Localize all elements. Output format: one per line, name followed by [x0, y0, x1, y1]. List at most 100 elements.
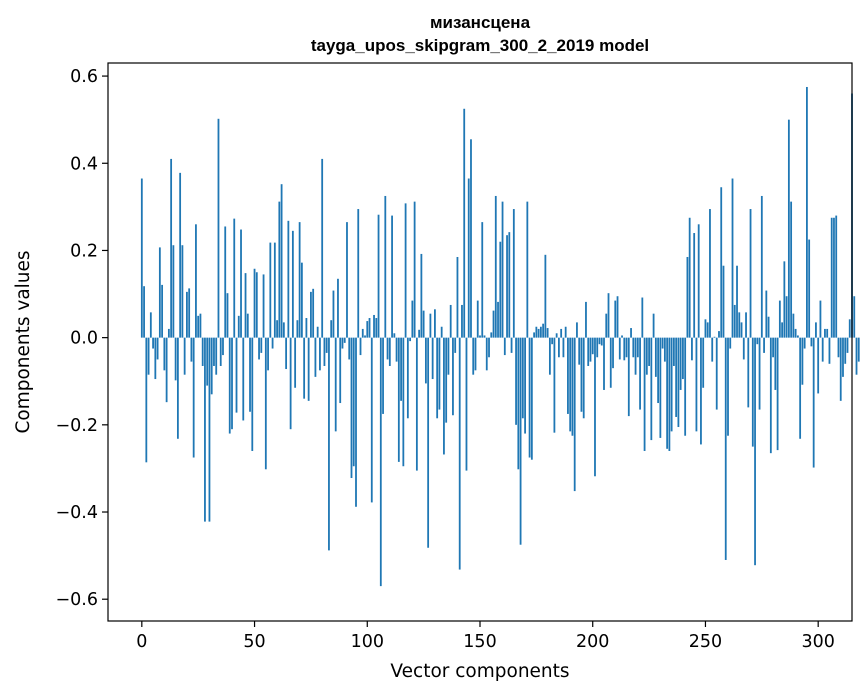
bar	[636, 337, 639, 358]
bar	[167, 328, 170, 338]
bar	[632, 337, 635, 358]
bar	[724, 337, 727, 560]
bar	[837, 337, 840, 358]
bar	[192, 337, 195, 458]
bar	[587, 337, 590, 366]
y-tick-label: 0.0	[70, 329, 98, 349]
bar	[145, 337, 148, 463]
bar	[488, 337, 490, 358]
bar	[670, 337, 673, 432]
bar	[810, 337, 813, 347]
bar	[781, 322, 784, 338]
bar	[641, 297, 644, 338]
bar	[697, 224, 700, 338]
bar	[530, 337, 533, 460]
bar	[316, 326, 319, 338]
bar	[661, 337, 664, 349]
bar	[515, 337, 517, 425]
y-tick-label: −0.4	[56, 503, 99, 523]
bar	[720, 187, 723, 338]
bar	[539, 326, 542, 338]
bar	[542, 323, 545, 338]
y-tick-label: 0.4	[70, 154, 98, 174]
bar	[548, 337, 551, 375]
bar	[639, 337, 641, 410]
bar	[612, 337, 614, 369]
bar	[618, 337, 621, 360]
bar	[195, 224, 197, 338]
bar	[174, 337, 177, 381]
bar	[645, 337, 648, 375]
bar	[463, 108, 466, 338]
y-axis-ticks: −0.6 −0.4 −0.2 0.0 0.2 0.4 0.6	[56, 67, 108, 610]
bar	[535, 326, 538, 338]
bar	[596, 337, 599, 358]
bar	[395, 337, 398, 362]
bar	[688, 217, 691, 338]
bar	[623, 337, 626, 361]
bar	[375, 318, 378, 338]
bar	[467, 178, 470, 338]
bar	[386, 337, 389, 360]
bar	[186, 291, 188, 338]
bar	[668, 337, 671, 451]
bar	[589, 337, 592, 362]
bar	[609, 337, 612, 388]
bar	[614, 300, 617, 338]
bar	[470, 139, 472, 338]
bar	[742, 337, 745, 360]
bar	[314, 337, 317, 377]
bar	[600, 337, 603, 346]
bar	[769, 337, 772, 454]
bar	[253, 268, 256, 338]
bar	[143, 286, 145, 338]
bar	[251, 337, 254, 451]
bar	[382, 337, 384, 414]
y-tick-label: 0.2	[70, 241, 98, 261]
bar	[368, 318, 371, 338]
bar	[287, 220, 290, 338]
bar	[594, 337, 596, 477]
bar	[846, 337, 849, 353]
bar	[727, 337, 729, 436]
bar	[377, 214, 380, 338]
bar	[824, 328, 826, 338]
bar	[350, 337, 353, 479]
bar	[627, 337, 630, 417]
bar	[280, 184, 283, 338]
bar	[422, 310, 425, 338]
bar	[325, 337, 328, 353]
bar	[682, 337, 684, 380]
bar	[163, 337, 166, 371]
bar	[833, 217, 835, 338]
bar	[787, 119, 790, 338]
bar	[413, 201, 416, 338]
bar	[179, 172, 182, 338]
bar	[233, 218, 236, 338]
bar	[364, 335, 366, 338]
bar	[370, 337, 373, 503]
bar	[839, 337, 842, 401]
bar	[512, 209, 515, 338]
bar	[289, 337, 292, 430]
bar	[366, 321, 369, 338]
bar	[231, 337, 233, 430]
y-tick-label: 0.6	[70, 67, 98, 87]
y-axis-label: Components values	[13, 250, 34, 433]
bar	[176, 337, 179, 439]
y-tick-label: −0.6	[56, 590, 99, 610]
bar	[341, 337, 344, 349]
bar	[765, 290, 768, 338]
bar	[240, 229, 242, 338]
bar	[418, 329, 421, 338]
bar	[237, 315, 240, 338]
bar	[758, 337, 761, 410]
bar	[621, 335, 623, 338]
bar	[582, 337, 585, 419]
bar	[499, 241, 502, 338]
x-axis-ticks: 0 50 100 150 200 250 300	[136, 621, 835, 652]
x-tick-label: 0	[136, 632, 147, 652]
bar	[672, 337, 675, 366]
bar	[654, 337, 657, 377]
bar	[659, 337, 662, 438]
